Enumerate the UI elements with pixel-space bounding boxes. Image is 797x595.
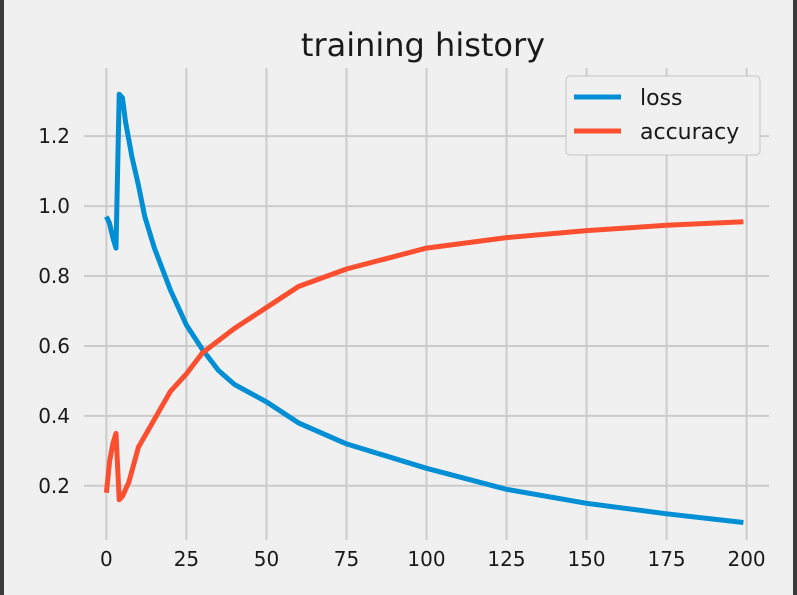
- legend-label-loss: loss: [640, 86, 683, 111]
- y-tick-label: 0.6: [38, 334, 70, 358]
- legend: loss accuracy: [565, 75, 761, 156]
- x-tick-label: 50: [254, 547, 279, 571]
- x-axis-ticks: 0 25 50 75 100 125 150 175 200: [100, 547, 766, 571]
- series-line-accuracy: [103, 219, 744, 503]
- y-tick-label: 0.8: [38, 264, 70, 288]
- x-tick-label: 150: [567, 547, 605, 571]
- y-tick-label: 0.2: [38, 474, 70, 498]
- x-tick-label: 200: [727, 547, 765, 571]
- series-lines: [103, 91, 744, 525]
- y-tick-label: 1.0: [38, 194, 70, 218]
- x-tick-label: 175: [647, 547, 685, 571]
- legend-label-accuracy: accuracy: [640, 120, 739, 145]
- x-tick-label: 25: [174, 547, 199, 571]
- y-tick-label: 1.2: [38, 124, 70, 148]
- figure: training history 0 25 50 75 100 125 150 175 200 …: [4, 0, 793, 595]
- y-tick-label: 0.4: [38, 404, 70, 428]
- x-tick-label: 100: [407, 547, 445, 571]
- y-axis-ticks: 0.2 0.4 0.6 0.8 1.0 1.2: [38, 124, 70, 498]
- chart-title: training history: [301, 26, 545, 64]
- x-tick-label: 125: [487, 547, 525, 571]
- chart: training history 0 25 50 75 100 125 150 175 200 …: [38, 26, 769, 571]
- series-line-loss: [104, 91, 744, 525]
- x-tick-label: 0: [100, 547, 113, 571]
- x-tick-label: 75: [334, 547, 359, 571]
